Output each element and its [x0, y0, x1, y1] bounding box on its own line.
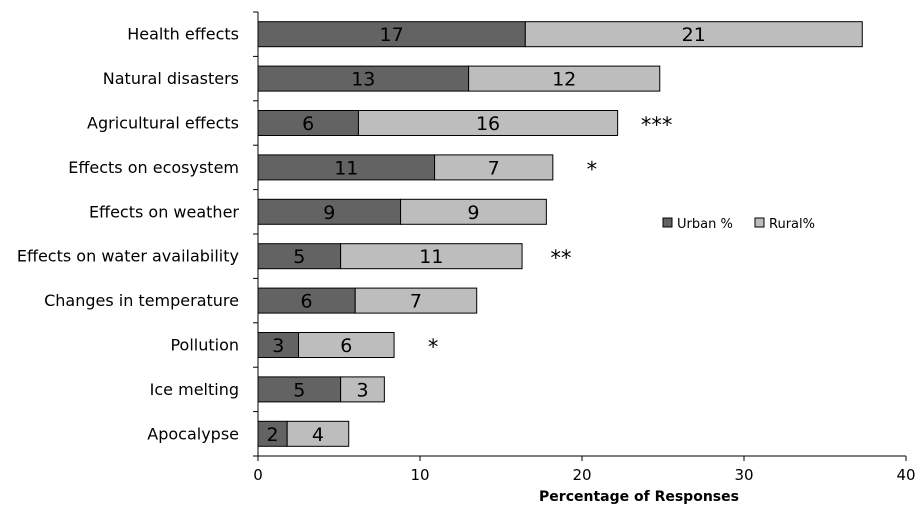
- category-label-ice-melting: Ice melting: [150, 380, 239, 399]
- bar-rural-health-effects: [524, 21, 863, 48]
- bar-value-label-rural-pollution: 6: [340, 335, 352, 357]
- legend: Urban % Rural%: [662, 217, 815, 232]
- bar-rural-apocalypse: [286, 420, 350, 447]
- bar-urban-apocalypse: [257, 420, 288, 447]
- bar-rural-ice-melting: [340, 376, 385, 403]
- category-label-changes-in-temperature: Changes in temperature: [44, 291, 239, 310]
- bar-value-label-urban-effects-on-water-availability: 5: [293, 246, 305, 268]
- bar-value-label-rural-agricultural-effects: 16: [476, 113, 500, 135]
- bar-value-label-rural-health-effects: 21: [682, 24, 706, 46]
- bar-value-label-rural-effects-on-water-availability: 11: [419, 246, 443, 268]
- x-axis-title: Percentage of Responses: [539, 489, 739, 505]
- category-label-effects-on-weather: Effects on weather: [89, 202, 239, 221]
- category-label-natural-disasters: Natural disasters: [103, 69, 239, 88]
- bar-urban-natural-disasters: [257, 65, 470, 92]
- bar-urban-health-effects: [257, 21, 526, 48]
- bar-value-label-urban-ice-melting: 5: [293, 379, 305, 401]
- bar-value-label-rural-natural-disasters: 12: [552, 69, 576, 91]
- category-label-effects-on-water-availability: Effects on water availability: [17, 247, 239, 266]
- significance-marker-effects-on-ecosystem: *: [587, 157, 598, 181]
- bar-value-label-urban-changes-in-temperature: 6: [301, 291, 313, 313]
- bar-rural-pollution: [298, 332, 395, 358]
- bar-value-label-urban-health-effects: 17: [380, 24, 404, 46]
- x-tick-label-40: 40: [896, 466, 915, 484]
- bar-rural-effects-on-weather: [400, 198, 547, 225]
- bars-layer: [257, 21, 863, 447]
- bar-value-label-rural-ice-melting: 3: [356, 379, 368, 401]
- bar-value-label-urban-effects-on-ecosystem: 11: [334, 157, 358, 179]
- category-label-apocalypse: Apocalypse: [147, 424, 239, 443]
- x-tick-label-10: 10: [410, 466, 429, 484]
- bar-value-label-rural-apocalypse: 4: [312, 424, 324, 446]
- category-label-health-effects: Health effects: [127, 25, 239, 44]
- significance-marker-agricultural-effects: ***: [641, 113, 673, 137]
- bar-urban-changes-in-temperature: [257, 287, 356, 314]
- bar-rural-effects-on-ecosystem: [434, 154, 554, 181]
- bar-rural-effects-on-water-availability: [340, 243, 523, 270]
- significance-layer: *******: [428, 113, 673, 359]
- legend-swatch-urban: [662, 217, 673, 228]
- significance-marker-pollution: *: [428, 335, 439, 359]
- legend-label-urban: Urban %: [677, 217, 733, 232]
- bar-value-label-urban-apocalypse: 2: [267, 424, 279, 446]
- bar-rural-changes-in-temperature: [354, 287, 478, 314]
- bar-rural-natural-disasters: [468, 65, 661, 92]
- category-label-effects-on-ecosystem: Effects on ecosystem: [68, 158, 239, 177]
- bar-value-label-urban-natural-disasters: 13: [351, 69, 375, 91]
- bar-value-label-urban-agricultural-effects: 6: [302, 113, 314, 135]
- bar-value-label-rural-changes-in-temperature: 7: [410, 291, 422, 313]
- significance-marker-effects-on-water-availability: **: [551, 246, 572, 270]
- x-tick-label-20: 20: [572, 466, 591, 484]
- bar-urban-agricultural-effects: [257, 110, 359, 136]
- bar-value-label-urban-effects-on-weather: 9: [323, 202, 335, 224]
- category-label-agricultural-effects: Agricultural effects: [87, 114, 239, 133]
- bar-rural-agricultural-effects: [357, 110, 619, 136]
- category-label-pollution: Pollution: [170, 336, 239, 355]
- bar-value-label-urban-pollution: 3: [272, 335, 284, 357]
- legend-label-rural: Rural%: [769, 217, 815, 232]
- x-ticks-layer: 0 10 20 30 40: [253, 11, 916, 484]
- x-tick-label-0: 0: [253, 466, 263, 484]
- bar-urban-effects-on-ecosystem: [257, 154, 436, 181]
- x-tick-label-30: 30: [734, 466, 753, 484]
- bar-value-label-rural-effects-on-weather: 9: [467, 202, 479, 224]
- legend-swatch-rural: [754, 217, 765, 228]
- category-labels-layer: Health effects Natural disasters Agricultu…: [17, 25, 240, 444]
- bar-value-label-rural-effects-on-ecosystem: 7: [488, 157, 500, 179]
